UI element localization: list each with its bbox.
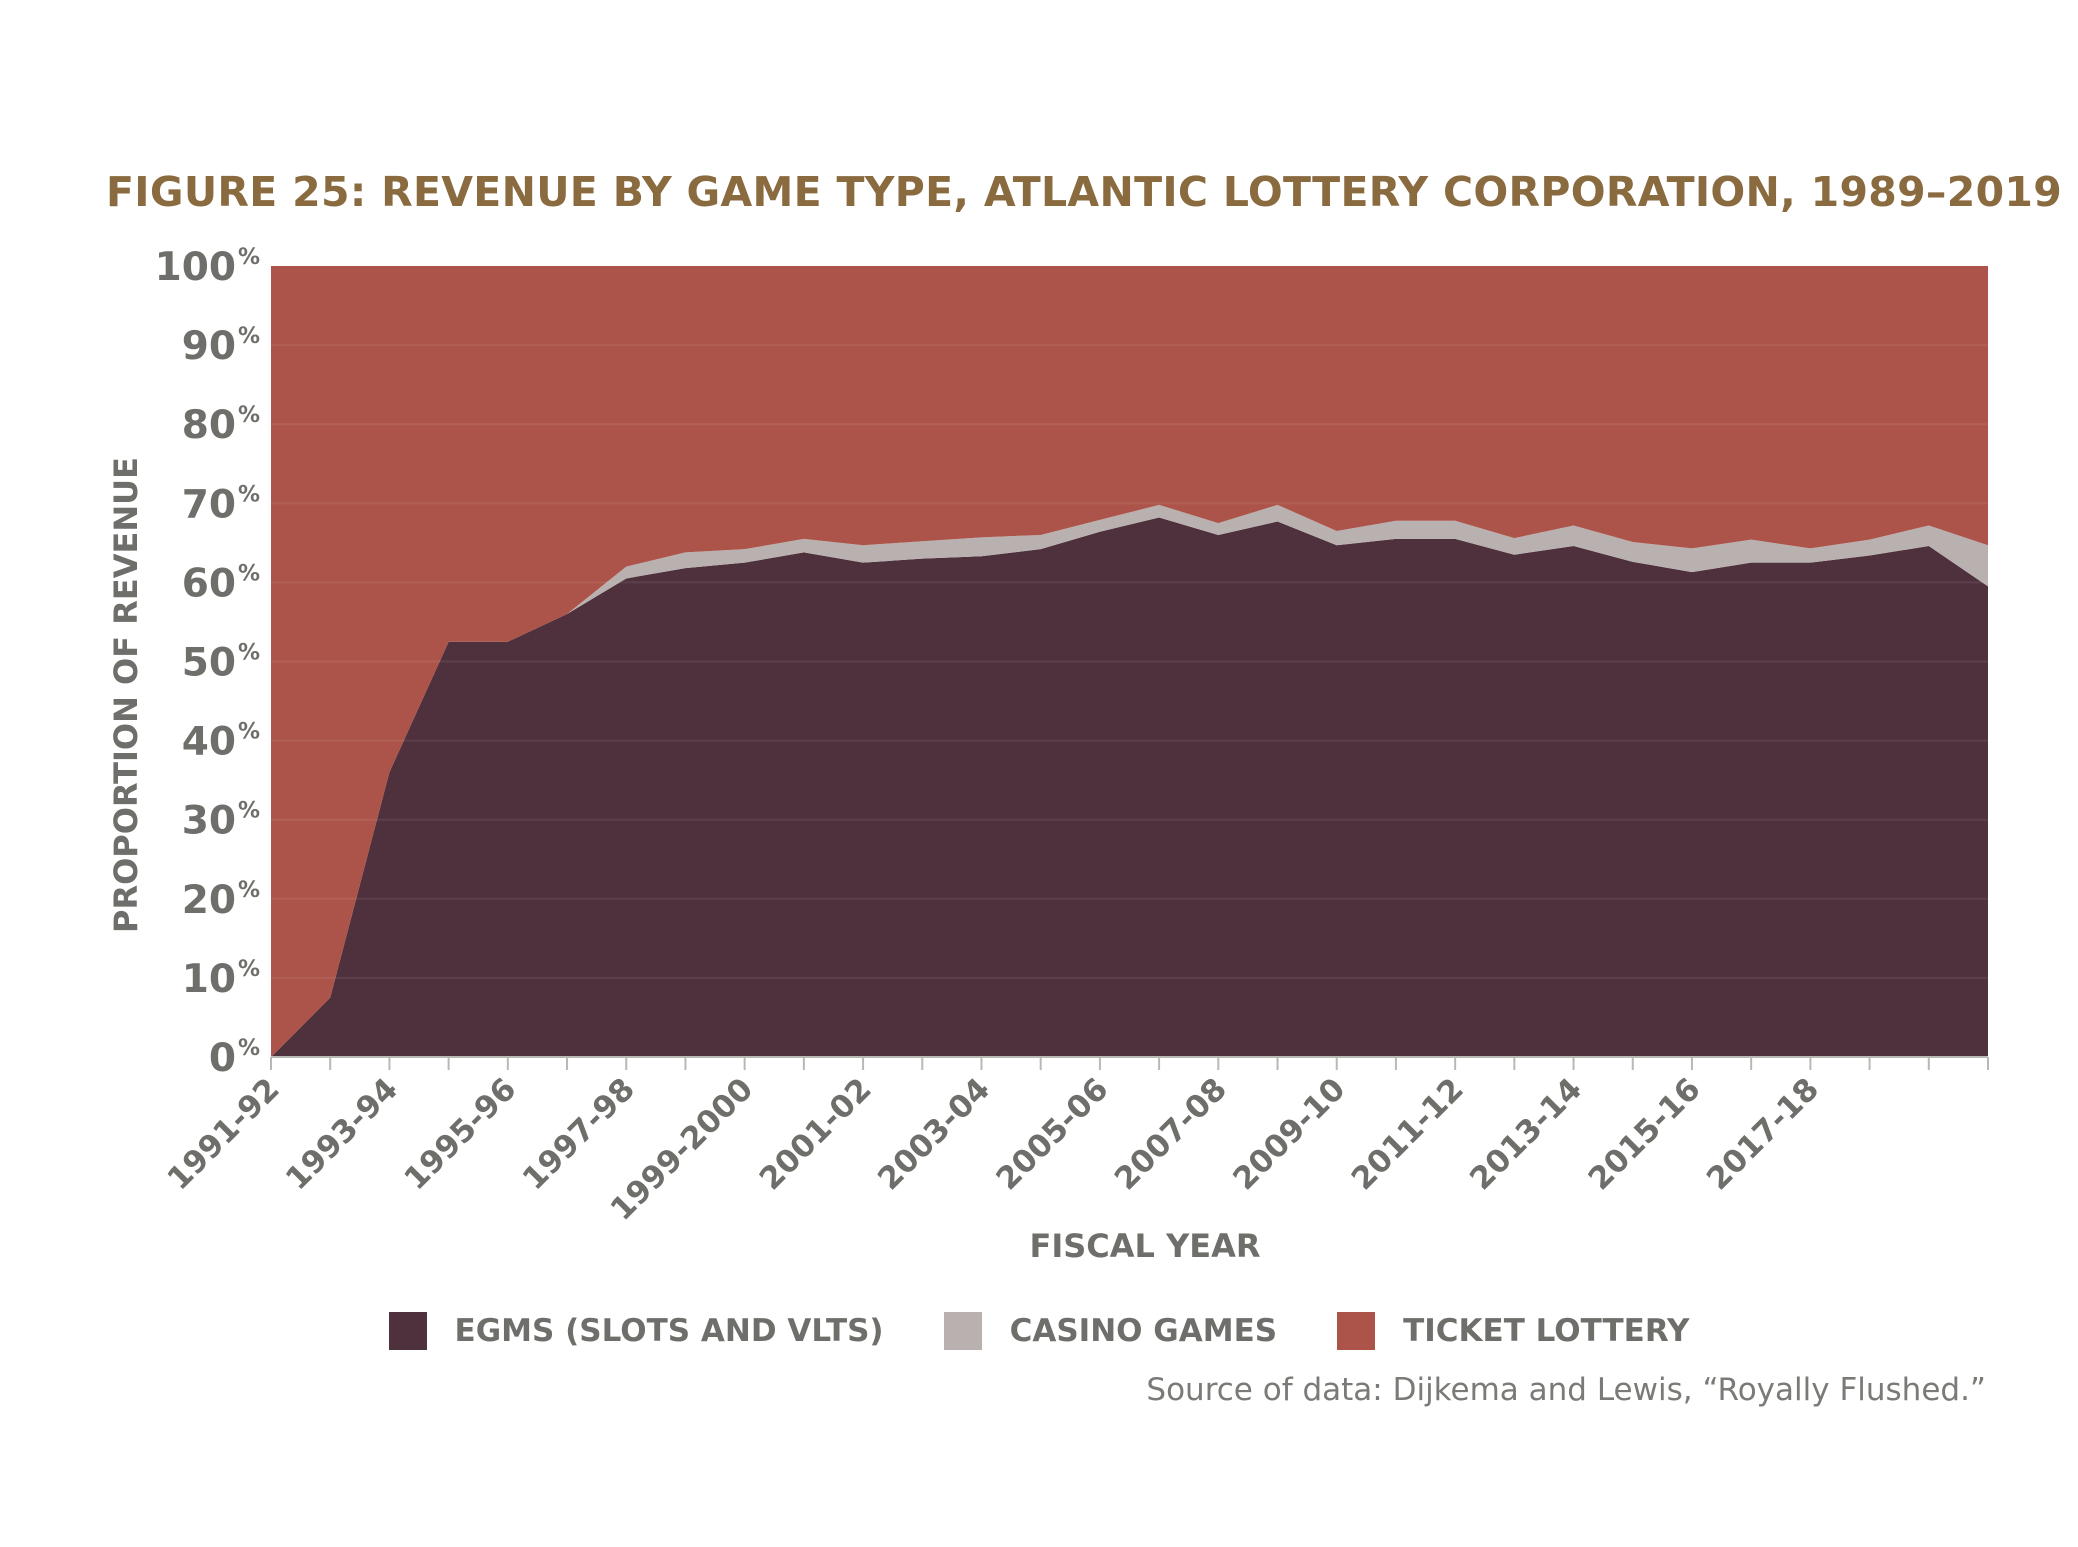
legend-item-0: EGMS (SLOTS AND VLTS) [388,1312,884,1350]
x-tick-label: 1995-96 [397,1071,523,1197]
y-tick-label: 30 [182,799,236,844]
x-tick-label: 2005-06 [989,1071,1115,1197]
y-tick-suffix: % [238,641,260,666]
x-tick-label: 2009-10 [1226,1071,1352,1197]
legend-swatch [388,1312,427,1350]
area-layer [271,266,1988,1058]
y-tick-label: 10 [182,957,236,1002]
y-tick-label: 80 [182,403,236,448]
legend-label: CASINO GAMES [1009,1313,1278,1349]
legend-swatch [943,1312,982,1350]
x-tick-label: 2003-04 [871,1071,997,1197]
y-tick-label: 50 [182,641,236,686]
y-tick-label: 40 [182,720,236,765]
y-tick-suffix: % [238,482,260,507]
x-tick-label: 2015-16 [1582,1071,1708,1197]
x-axis-title: FISCAL YEAR [1029,1227,1260,1265]
y-tick-suffix: % [238,720,260,745]
legend-label: TICKET LOTTERY [1403,1313,1690,1349]
y-tick-suffix: % [238,403,260,428]
y-tick-suffix: % [238,878,260,903]
x-tick-label: 1991-92 [161,1071,287,1197]
y-tick-label: 0 [209,1036,236,1081]
legend-item-1: CASINO GAMES [943,1312,1278,1350]
y-tick-label: 20 [182,878,236,923]
x-tick-label: 1993-94 [279,1071,405,1197]
y-tick-label: 90 [182,324,236,369]
y-tick-label: 100 [155,245,236,290]
y-tick-suffix: % [238,1036,260,1061]
grid-layer [271,344,1988,979]
x-axis: 1991-921993-941995-961997-981999-2000200… [161,1056,1989,1228]
legend-label: EGMS (SLOTS AND VLTS) [454,1313,884,1349]
legend-swatch [1337,1312,1376,1350]
y-tick-suffix: % [238,324,260,349]
area-series-2 [271,266,1988,1057]
x-tick-label: 1997-98 [516,1071,642,1197]
x-tick-label: 2017-18 [1700,1071,1826,1197]
y-tick-suffix: % [238,957,260,982]
y-axis-title: PROPORTION OF REVENUE [107,457,145,933]
area-series-1 [271,504,1988,1058]
x-tick-label: 2001-02 [753,1071,879,1197]
x-tick-label: 2011-12 [1345,1071,1471,1197]
y-tick-suffix: % [238,561,260,586]
x-tick-label: 2007-08 [1108,1071,1234,1197]
x-tick-label: 2013-14 [1463,1071,1589,1197]
chart-title: FIGURE 25: REVENUE BY GAME TYPE, ATLANTI… [106,168,2063,216]
legend: EGMS (SLOTS AND VLTS) CASINO GAMES TICKET … [0,1306,2078,1356]
y-tick-label: 60 [182,561,236,606]
legend-item-2: TICKET LOTTERY [1337,1312,1689,1350]
source-note: Source of data: Dijkema and Lewis, “Roya… [1146,1372,1986,1408]
y-tick-suffix: % [238,799,260,824]
area-series-0 [271,517,1988,1057]
y-tick-label: 70 [182,482,236,527]
y-axis: 0 %10 %20 %30 %40 %50 %60 %70 %80 %90 %100% [155,245,260,1081]
y-tick-suffix: % [238,245,260,270]
